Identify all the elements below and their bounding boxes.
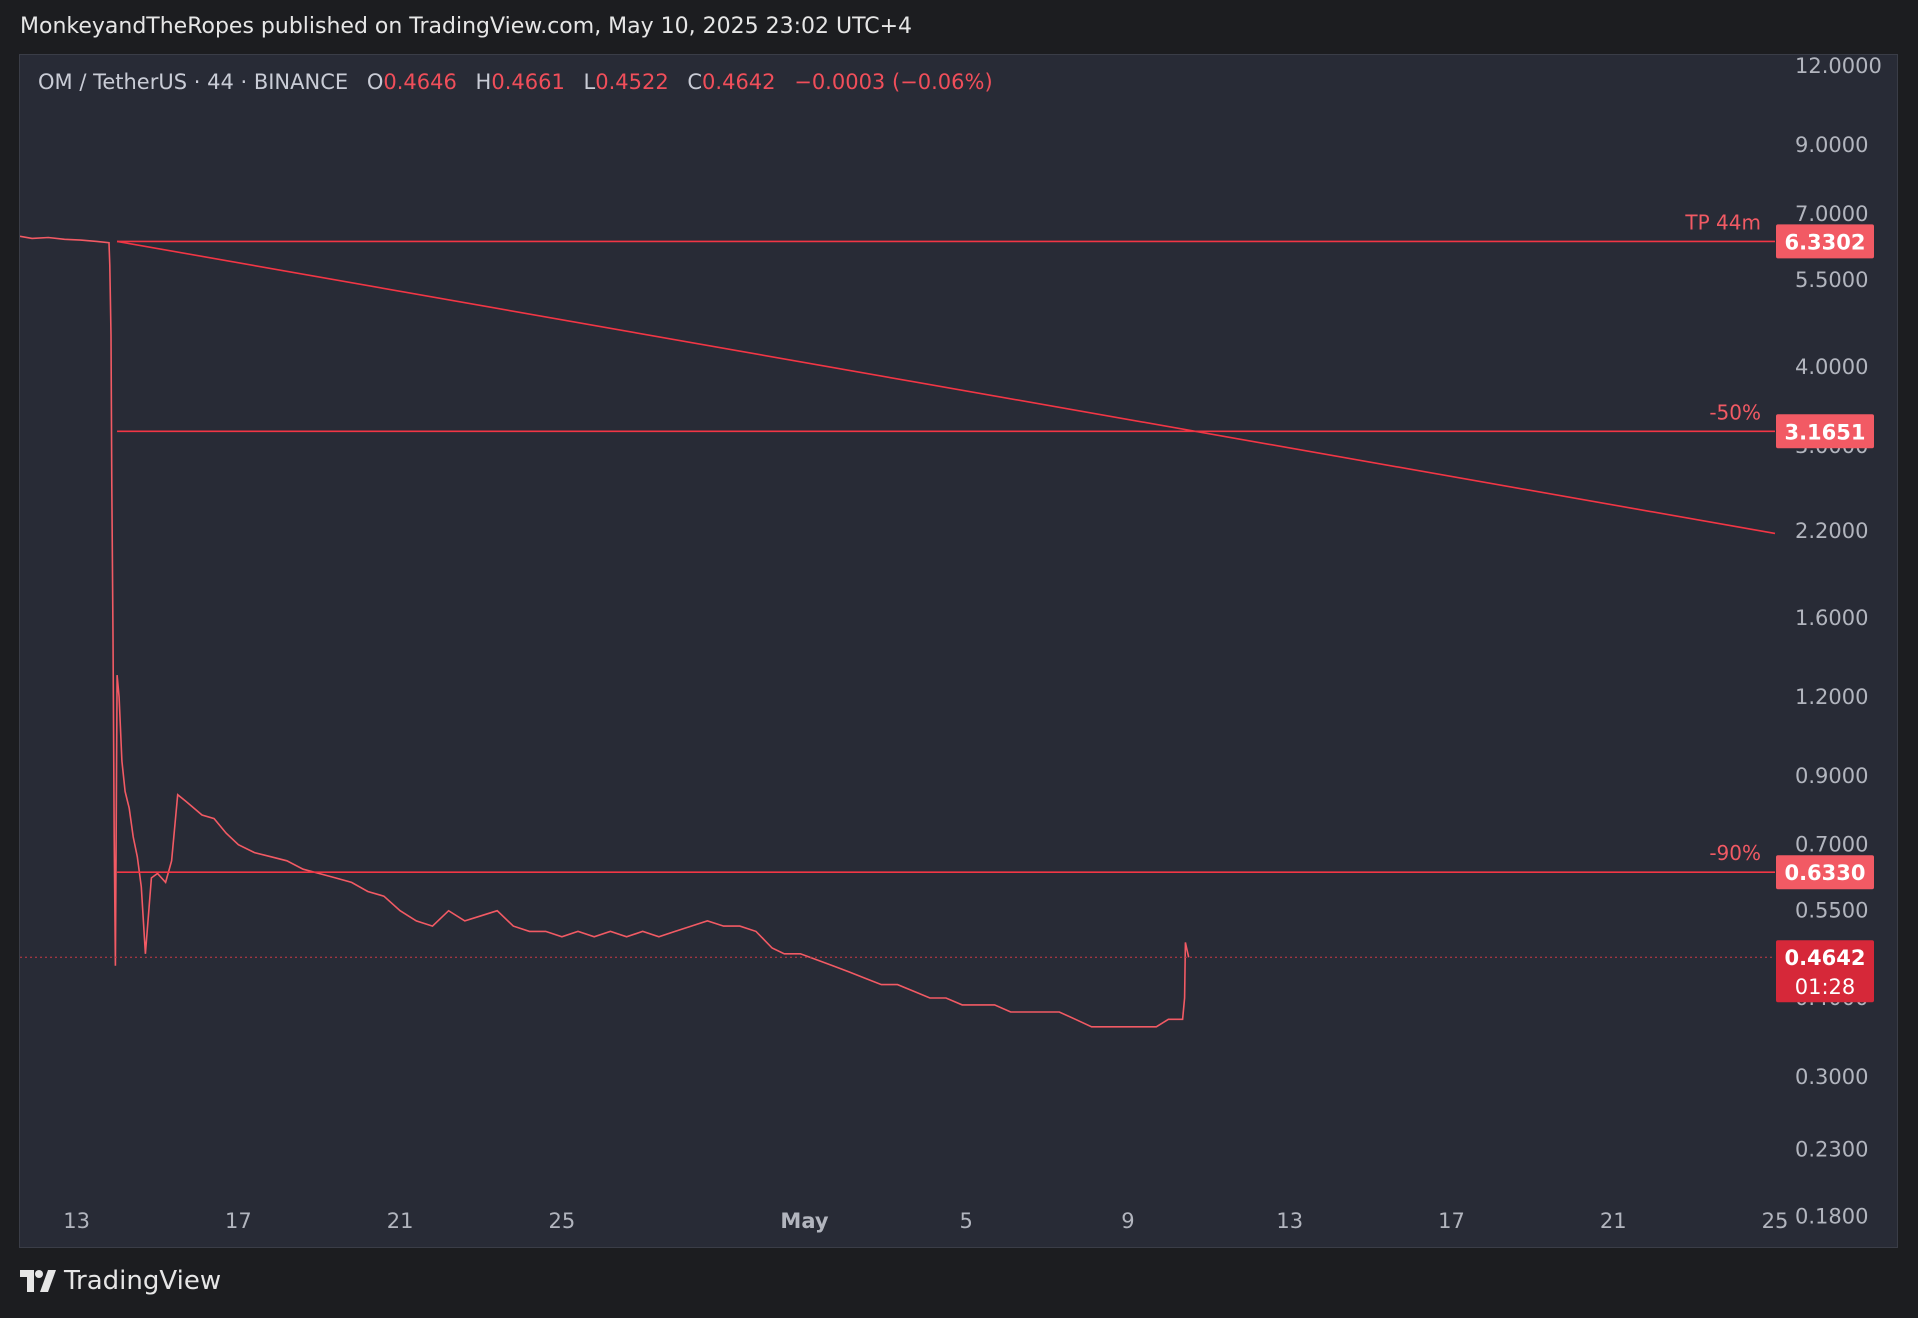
publisher-attribution: MonkeyandTheRopes published on TradingVi…	[20, 14, 913, 39]
x-tick-label: 13	[63, 1209, 90, 1233]
y-tick-label: 0.5500	[1795, 899, 1868, 923]
y-tick-label: 1.6000	[1795, 606, 1868, 630]
x-tick-label: 5	[960, 1209, 973, 1233]
price-tag-half[interactable]	[1776, 414, 1874, 449]
last-price-tag[interactable]	[1776, 940, 1874, 1003]
change-value: −0.0003 (−0.06%)	[794, 70, 993, 94]
y-tick-label: 2.2000	[1795, 519, 1868, 543]
countdown-label: 01:28	[1795, 975, 1856, 999]
y-tick-label: 0.9000	[1795, 764, 1868, 788]
y-tick-label: 4.0000	[1795, 355, 1868, 379]
last-price-label: 0.4642	[1784, 946, 1865, 970]
chart-panel[interactable]: TP 44m -50% -90% 12.0000 9.0000 7.0000 5.5000 4…	[19, 54, 1898, 1248]
level-label-half: -50%	[1709, 400, 1761, 424]
level-label-ninety: -90%	[1709, 841, 1761, 865]
price-tag-ninety[interactable]	[1776, 855, 1874, 890]
y-tick-label: 12.0000	[1795, 55, 1882, 78]
x-tick-label: 25	[548, 1209, 575, 1233]
price-chart[interactable]: TP 44m -50% -90% 12.0000 9.0000 7.0000 5.5000 4…	[20, 55, 1899, 1249]
y-tick-label: 9.0000	[1795, 133, 1868, 157]
y-tick-label: 7.0000	[1795, 202, 1868, 226]
symbol-name[interactable]: OM / TetherUS · 44 · BINANCE	[38, 70, 349, 94]
x-tick-label: 21	[1600, 1209, 1627, 1233]
trend-line[interactable]	[116, 240, 1776, 535]
price-tag-label-tp: 6.3302	[1784, 230, 1865, 254]
low-value: 0.4522	[595, 70, 669, 94]
price-line[interactable]	[20, 235, 1190, 1028]
high-label: H	[475, 70, 492, 94]
x-tick-label: 9	[1121, 1209, 1134, 1233]
high-value: 0.4661	[491, 70, 565, 94]
low-label: L	[583, 70, 596, 94]
close-label: C	[687, 70, 703, 94]
close-value: 0.4642	[702, 70, 776, 94]
y-tick-label: 1.2000	[1795, 685, 1868, 709]
x-tick-label: 17	[225, 1209, 252, 1233]
x-tick-label: 21	[387, 1209, 414, 1233]
y-tick-label: 0.7000	[1795, 833, 1868, 857]
x-tick-label: 17	[1438, 1209, 1465, 1233]
x-tick-label: 13	[1276, 1209, 1303, 1233]
tradingview-brand: TradingView	[64, 1266, 222, 1296]
open-value: 0.4646	[383, 70, 457, 94]
level-label-tp: TP 44m	[1684, 210, 1761, 234]
y-tick-label: 5.5000	[1795, 268, 1868, 292]
price-tag-label-half: 3.1651	[1784, 420, 1865, 444]
tradingview-logo[interactable]: TradingView	[20, 1266, 221, 1296]
x-tick-label: 25	[1762, 1209, 1789, 1233]
y-tick-label: 0.2300	[1795, 1138, 1868, 1162]
y-tick-label: 0.1800	[1795, 1205, 1868, 1229]
price-tag-tp[interactable]	[1776, 224, 1874, 259]
price-tag-label-ninety: 0.6330	[1784, 861, 1865, 885]
x-tick-label: May	[780, 1209, 828, 1233]
y-tick-label: 0.3000	[1795, 1065, 1868, 1089]
tradingview-logo-icon	[20, 1270, 56, 1292]
symbol-legend: OM / TetherUS · 44 · BINANCE O0.4646 H0.…	[38, 70, 993, 94]
open-label: O	[366, 70, 384, 94]
